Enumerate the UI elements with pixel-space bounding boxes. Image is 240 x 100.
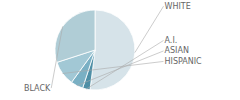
slice-label: ASIAN bbox=[165, 46, 189, 55]
leader-line bbox=[135, 6, 164, 52]
slice-label: BLACK bbox=[24, 84, 51, 93]
labels: WHITE A.I.ASIAN HISPANIC BLACK bbox=[24, 2, 202, 93]
chart: WHITE A.I.ASIAN HISPANIC BLACK bbox=[0, 0, 240, 100]
leader-line bbox=[77, 51, 164, 86]
slice-label: HISPANIC bbox=[165, 57, 203, 66]
slice-label: A.I. bbox=[165, 36, 178, 45]
leader-line bbox=[63, 61, 164, 73]
pie bbox=[55, 10, 135, 90]
leader-line bbox=[86, 40, 163, 89]
slice-label: WHITE bbox=[165, 2, 191, 11]
leader-line bbox=[51, 26, 62, 88]
